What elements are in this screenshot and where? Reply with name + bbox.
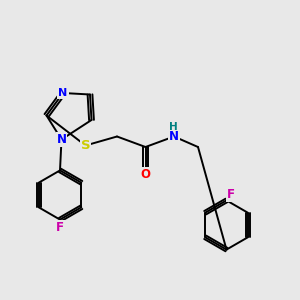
Text: N: N xyxy=(56,133,67,146)
Text: O: O xyxy=(140,167,151,181)
Text: S: S xyxy=(81,139,90,152)
Text: N: N xyxy=(169,130,179,143)
Text: H: H xyxy=(169,122,178,133)
Text: N: N xyxy=(58,88,68,98)
Text: F: F xyxy=(227,188,235,201)
Text: F: F xyxy=(56,220,64,234)
